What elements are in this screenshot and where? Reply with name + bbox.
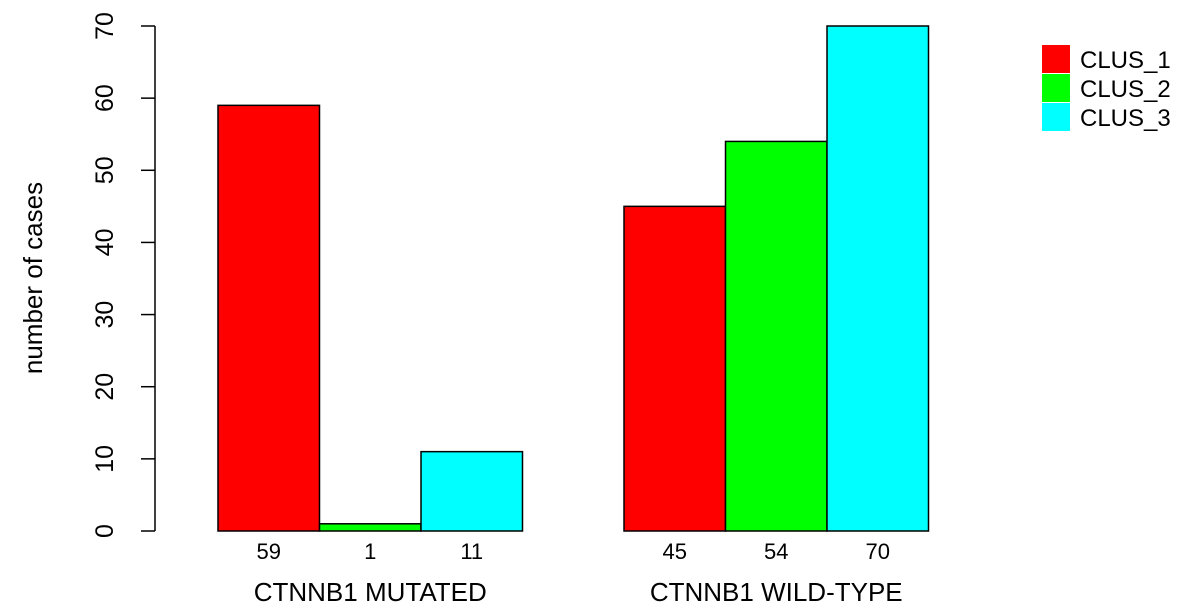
y-tick-label: 50 xyxy=(91,156,119,184)
legend-label: CLUS_3 xyxy=(1080,105,1171,132)
legend-swatch xyxy=(1042,103,1070,131)
y-tick-label: 70 xyxy=(91,12,119,40)
bar-value-label: 59 xyxy=(257,539,281,564)
y-tick-label: 20 xyxy=(91,373,119,401)
bars xyxy=(217,25,930,532)
y-axis: 0 10 20 30 40 50 60 70 xyxy=(91,12,156,538)
bar-value-label: 1 xyxy=(364,539,376,564)
group-labels: CTNNB1 MUTATED CTNNB1 WILD-TYPE xyxy=(254,577,903,607)
y-tick-label: 60 xyxy=(91,84,119,112)
bar-clus-2 xyxy=(724,140,828,532)
legend-label: CLUS_2 xyxy=(1080,76,1171,103)
bar-value-label: 11 xyxy=(460,539,483,564)
y-tick-label: 0 xyxy=(91,524,119,538)
legend-swatch xyxy=(1042,45,1070,73)
bar-value-label: 70 xyxy=(866,539,890,564)
y-tick-label: 30 xyxy=(91,301,119,329)
group-label: CTNNB1 MUTATED xyxy=(254,577,487,607)
bar-value-labels: 59 1 11 45 54 70 xyxy=(257,539,890,564)
y-axis-label: number of cases xyxy=(18,182,48,374)
bar-clus-3 xyxy=(420,450,524,532)
bar-value-label: 45 xyxy=(663,539,687,564)
bar-clus-3 xyxy=(826,25,930,532)
y-tick-label: 10 xyxy=(91,445,119,473)
group-label: CTNNB1 WILD-TYPE xyxy=(650,577,903,607)
bar-clus-1 xyxy=(217,104,321,532)
bar-clus-1 xyxy=(623,205,727,532)
bar-value-label: 54 xyxy=(764,539,788,564)
legend-swatch xyxy=(1042,74,1070,102)
y-tick-label: 40 xyxy=(91,229,119,257)
bar-clus-2 xyxy=(318,523,422,532)
legend-label: CLUS_1 xyxy=(1080,47,1171,74)
